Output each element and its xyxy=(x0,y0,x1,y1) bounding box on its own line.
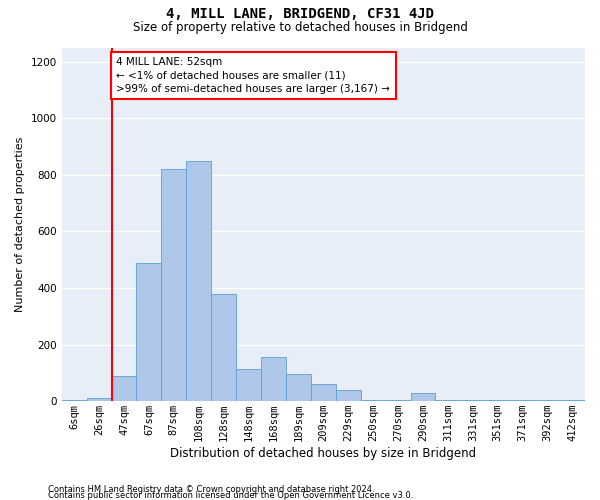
Text: Contains HM Land Registry data © Crown copyright and database right 2024.: Contains HM Land Registry data © Crown c… xyxy=(48,484,374,494)
Bar xyxy=(186,160,211,401)
Text: 4, MILL LANE, BRIDGEND, CF31 4JD: 4, MILL LANE, BRIDGEND, CF31 4JD xyxy=(166,8,434,22)
Bar xyxy=(161,169,186,401)
Bar xyxy=(336,390,361,401)
Text: Size of property relative to detached houses in Bridgend: Size of property relative to detached ho… xyxy=(133,21,467,34)
Bar xyxy=(485,400,510,401)
Text: 4 MILL LANE: 52sqm
← <1% of detached houses are smaller (11)
>99% of semi-detach: 4 MILL LANE: 52sqm ← <1% of detached hou… xyxy=(116,58,391,94)
Bar xyxy=(62,400,86,401)
Bar xyxy=(211,294,236,401)
Bar xyxy=(410,392,436,401)
Bar xyxy=(286,374,311,401)
Bar xyxy=(361,400,386,401)
Bar xyxy=(386,400,410,401)
Bar xyxy=(136,262,161,401)
Bar xyxy=(560,400,585,401)
Bar xyxy=(510,400,535,401)
Bar xyxy=(460,400,485,401)
Bar xyxy=(112,376,136,401)
Bar xyxy=(236,368,261,401)
Y-axis label: Number of detached properties: Number of detached properties xyxy=(15,136,25,312)
Bar xyxy=(311,384,336,401)
Bar xyxy=(261,358,286,401)
Bar xyxy=(86,398,112,401)
X-axis label: Distribution of detached houses by size in Bridgend: Distribution of detached houses by size … xyxy=(170,447,476,460)
Text: Contains public sector information licensed under the Open Government Licence v3: Contains public sector information licen… xyxy=(48,490,413,500)
Bar xyxy=(535,400,560,401)
Bar xyxy=(436,400,460,401)
